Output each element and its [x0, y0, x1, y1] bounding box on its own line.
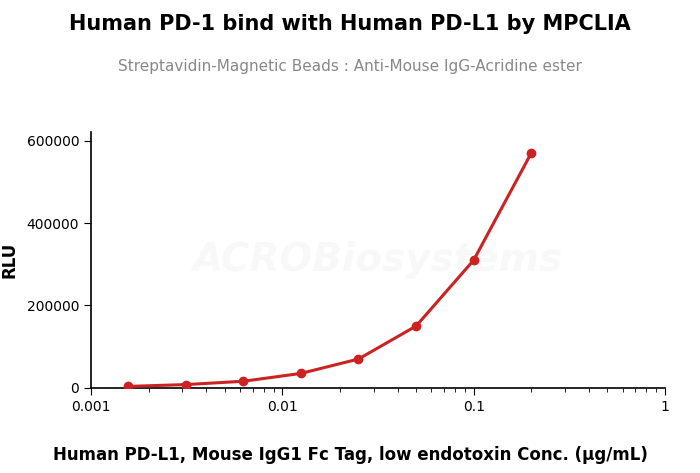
Text: Streptavidin-Magnetic Beads : Anti-Mouse IgG-Acridine ester: Streptavidin-Magnetic Beads : Anti-Mouse…	[118, 59, 582, 74]
Text: Human PD-1 bind with Human PD-L1 by MPCLIA: Human PD-1 bind with Human PD-L1 by MPCL…	[69, 14, 631, 34]
Y-axis label: RLU: RLU	[0, 242, 18, 278]
Text: ACROBiosystems: ACROBiosystems	[193, 241, 563, 279]
Text: Human PD-L1, Mouse IgG1 Fc Tag, low endotoxin Conc. (μg/mL): Human PD-L1, Mouse IgG1 Fc Tag, low endo…	[52, 446, 648, 464]
